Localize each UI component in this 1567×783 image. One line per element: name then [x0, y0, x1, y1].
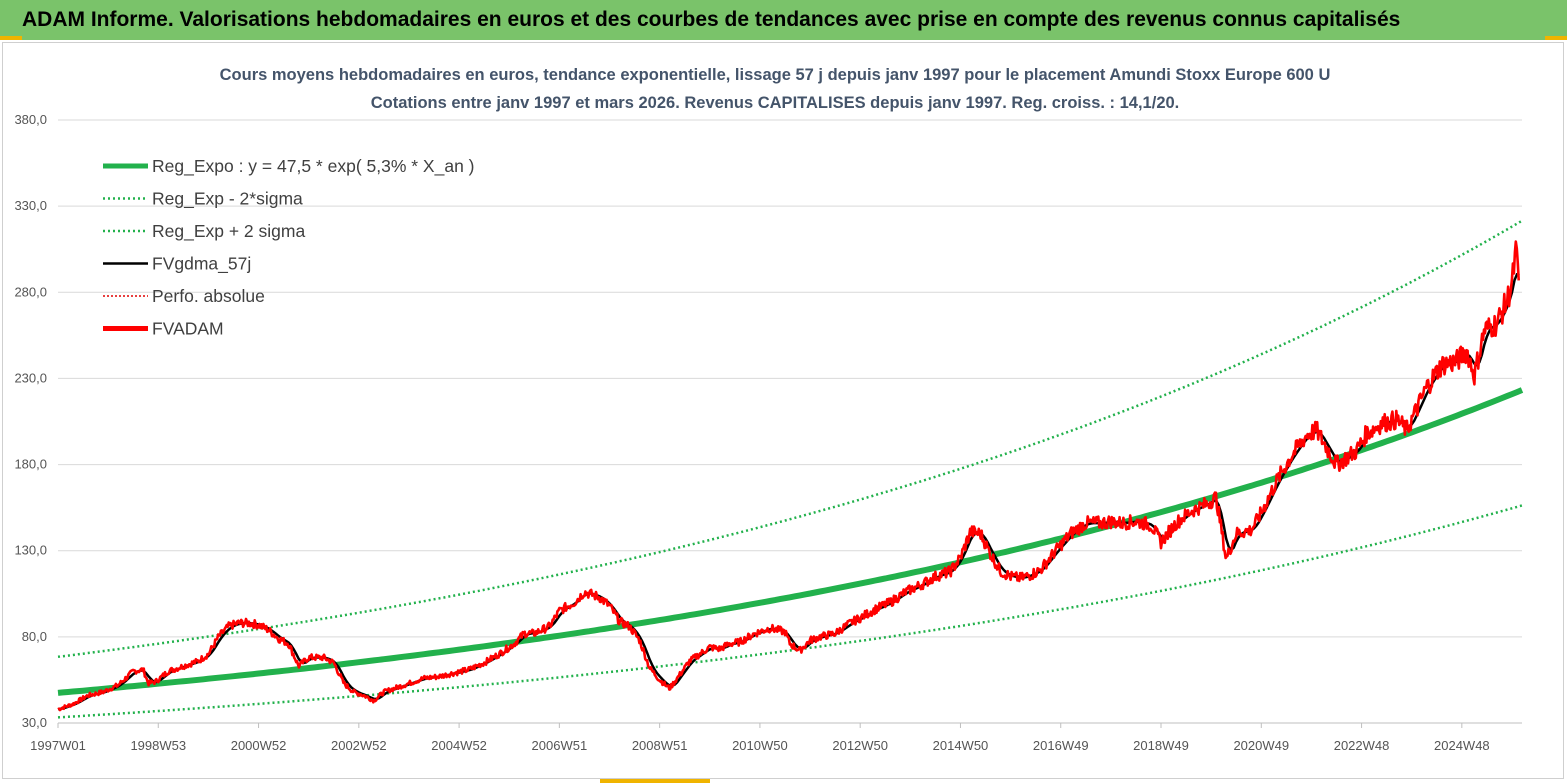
series-fvadam: [57, 240, 1520, 712]
series-layer: [57, 219, 1524, 719]
x-tick-label: 2022W48: [1334, 738, 1390, 753]
series-reg-minus-2sigma: [57, 504, 1523, 719]
bottom-accent: [600, 779, 710, 783]
x-tick-label: 2024W48: [1434, 738, 1490, 753]
x-tick-label: 2010W50: [732, 738, 788, 753]
x-tick-label: 2018W49: [1133, 738, 1189, 753]
x-tick-label: 2008W51: [632, 738, 688, 753]
y-tick-label: 230,0: [14, 370, 47, 385]
y-axis: 30,0 80,0 130,0 180,0 230,0 280,0 330,0 380,0: [14, 112, 47, 730]
chart-title-line-2: Cotations entre janv 1997 et mars 2026. …: [371, 94, 1180, 112]
legend: Reg_Expo : y = 47,5 * exp( 5,3% * X_an )…: [103, 156, 475, 339]
accent-bar-right: [1545, 36, 1567, 40]
page-title: ADAM Informe. Valorisations hebdomadaire…: [0, 0, 1567, 40]
legend-label: Reg_Expo : y = 47,5 * exp( 5,3% * X_an ): [152, 156, 475, 177]
grid-layer: [58, 119, 1522, 724]
y-tick-label: 380,0: [14, 112, 47, 127]
y-tick-label: 330,0: [14, 198, 47, 213]
x-tick-label: 2006W51: [532, 738, 588, 753]
x-tick-label: 1998W53: [130, 738, 186, 753]
series-reg-plus-2sigma: [57, 219, 1523, 659]
x-tick-label: 2004W52: [431, 738, 487, 753]
y-tick-label: 130,0: [14, 543, 47, 558]
chart-frame: [2, 42, 1564, 779]
y-tick-label: 280,0: [14, 284, 47, 299]
x-tick-label: 2012W50: [832, 738, 888, 753]
legend-label: FVgdma_57j: [152, 254, 251, 275]
y-tick-label: 30,0: [22, 715, 47, 730]
legend-label: Perfo. absolue: [152, 286, 265, 306]
x-tick-label: 2016W49: [1033, 738, 1089, 753]
legend-label: Reg_Exp + 2 sigma: [152, 221, 305, 242]
x-tick-label: 2002W52: [331, 738, 387, 753]
legend-label: FVADAM: [152, 319, 224, 339]
chart-title-line-1: Cours moyens hebdomadaires en euros, ten…: [220, 66, 1331, 84]
x-tick-label: 2014W50: [933, 738, 989, 753]
series-reg-expo: [57, 387, 1524, 696]
y-tick-label: 180,0: [14, 457, 47, 472]
chart: 30,0 80,0 130,0 180,0 230,0 280,0 330,0 380,0 1…: [14, 66, 1524, 753]
x-tick-label: 1997W01: [30, 738, 86, 753]
y-tick-label: 80,0: [22, 629, 47, 644]
accent-bar-left: [0, 36, 22, 40]
x-tick-label: 2020W49: [1233, 738, 1289, 753]
x-axis: 1997W01 1998W53 2000W52 2002W52 2004W52 2006W…: [30, 723, 1490, 753]
x-tick-label: 2000W52: [231, 738, 287, 753]
legend-label: Reg_Exp - 2*sigma: [152, 189, 303, 210]
